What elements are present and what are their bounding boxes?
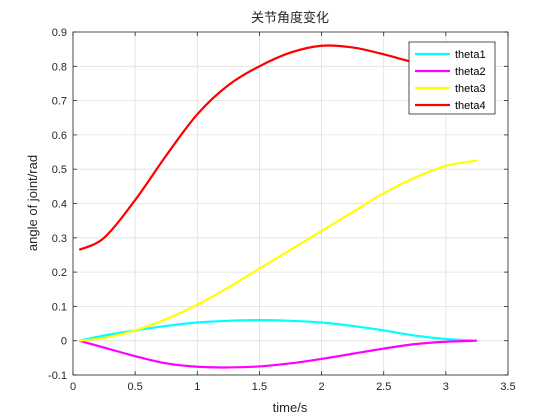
y-tick-label: -0.1 [48,370,67,382]
y-tick-label: 0 [61,336,67,348]
x-tick-label: 3 [443,381,449,393]
y-tick-label: 0.9 [52,27,67,39]
y-tick-label: 0.1 [52,301,67,313]
legend: theta1 theta2 theta3 theta4 [408,41,496,115]
x-tick-label: 2.5 [376,381,391,393]
legend-label-theta2: theta2 [455,66,486,78]
y-tick-label: 0.2 [52,267,67,279]
x-tick-label: 3.5 [500,381,515,393]
x-tick-label: 0 [70,381,76,393]
x-tick-label: 1 [194,381,200,393]
ticks: 0 0.5 1 1.5 2 2.5 3 3.5-0.100.10.20.30.40.50.60… [48,27,516,393]
y-tick-label: 0.5 [52,164,67,176]
legend-label-theta4: theta4 [455,100,486,112]
legend-label-theta1: theta1 [455,49,486,61]
x-tick-label: 1.5 [252,381,267,393]
x-tick-label: 2 [319,381,325,393]
y-axis-label: angle of joint/rad [25,155,40,251]
y-tick-label: 0.3 [52,233,67,245]
series-line-theta3 [79,159,478,342]
legend-label-theta3: theta3 [455,83,486,95]
chart-title: 关节角度变化 [251,10,329,26]
x-axis-label: time/s [273,400,308,415]
y-tick-label: 0.6 [52,130,67,142]
x-tick-label: 0.5 [127,381,142,393]
y-tick-label: 0.8 [52,61,67,73]
series-line-theta2 [78,339,477,369]
y-tick-label: 0.7 [52,96,67,108]
y-tick-label: 0.4 [52,199,67,211]
